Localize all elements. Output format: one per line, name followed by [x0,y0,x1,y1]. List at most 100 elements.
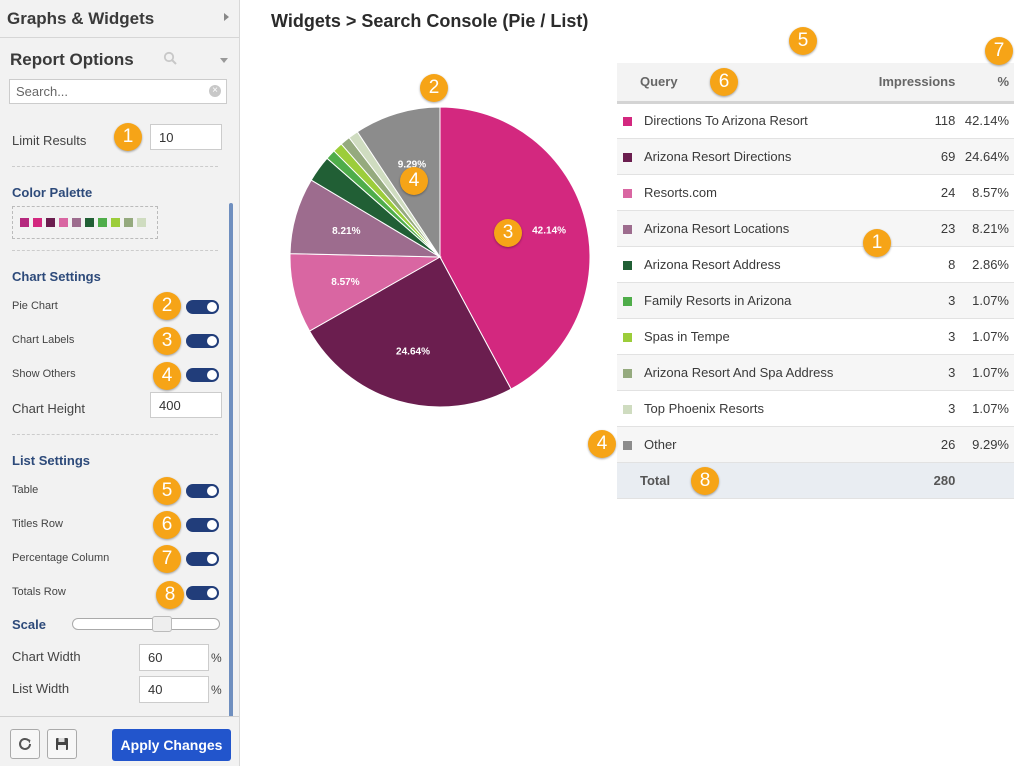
badge-5: 5 [789,27,817,55]
palette-swatch [46,218,55,227]
badge-3: 3 [494,219,522,247]
query-text: Top Phoenix Resorts [644,400,764,416]
impressions-cell: 3 [866,390,958,427]
totals-row-toggle[interactable] [186,586,219,600]
titles-row-label: Titles Row [12,518,63,530]
query-cell: Arizona Resort Locations [617,210,867,247]
impressions-cell: 26 [866,426,958,463]
query-cell: Family Resorts in Arizona [617,282,867,319]
impressions-cell: 3 [866,318,958,355]
sidebar-footer: Apply Changes [0,716,239,766]
chart-width-label: Chart Width [12,649,81,664]
scale-slider-handle[interactable] [152,616,172,632]
titles-row-toggle[interactable] [186,518,219,532]
badge-6: 6 [710,68,738,96]
table-row[interactable]: Arizona Resort Address 8 2.86% [617,246,1014,283]
query-text: Arizona Resort Locations [644,220,790,236]
pie-chart-toggle[interactable] [186,300,219,314]
percent-cell: 1.07% [957,354,1014,391]
chart-labels-toggle[interactable] [186,334,219,348]
table-row[interactable]: Other 26 9.29% [617,426,1014,463]
pie-slice[interactable] [308,256,512,407]
divider [12,166,218,167]
refresh-icon [19,737,31,750]
badge-1: 1 [114,123,142,151]
table-row[interactable]: Spas in Tempe 3 1.07% [617,318,1014,355]
graphs-widgets-header[interactable]: Graphs & Widgets [0,0,239,38]
query-text: Spas in Tempe [644,328,730,344]
show-others-label: Show Others [12,368,76,380]
list-width-unit: % [211,683,222,697]
series-color-swatch [623,368,632,378]
palette-swatch [59,218,68,227]
total-impressions: 280 [866,462,958,499]
pie-chart-label: Pie Chart [12,300,58,312]
table-row[interactable]: Directions To Arizona Resort 118 42.14% [617,102,1014,139]
limit-results-input[interactable] [150,124,222,150]
color-palette[interactable] [12,206,158,239]
list-width-input[interactable] [139,676,209,703]
show-others-toggle[interactable] [186,368,219,382]
clear-icon[interactable]: × [209,85,221,97]
palette-swatch [33,218,42,227]
impressions-cell: 69 [866,138,958,175]
sidebar: Graphs & Widgets Report Options × Limit … [0,0,240,766]
palette-swatch [111,218,120,227]
report-options-panel: Report Options × [0,39,239,111]
table-row[interactable]: Top Phoenix Resorts 3 1.07% [617,390,1014,427]
total-percent [957,462,1014,499]
percent-cell: 8.21% [957,210,1014,247]
badge-3: 3 [153,327,181,355]
series-color-swatch [623,260,632,270]
search-input[interactable] [9,79,227,104]
chart-height-label: Chart Height [12,401,85,416]
palette-swatch [85,218,94,227]
report-options-title: Report Options [10,50,134,69]
percentage-column-toggle[interactable] [186,552,219,566]
impressions-column-header[interactable]: Impressions [866,63,958,104]
table-row[interactable]: Arizona Resort And Spa Address 3 1.07% [617,354,1014,391]
chart-settings-title: Chart Settings [12,269,101,284]
badge-7: 7 [985,37,1013,65]
table-row[interactable]: Resorts.com 24 8.57% [617,174,1014,211]
limit-results-label: Limit Results [12,133,87,148]
percent-cell: 1.07% [957,282,1014,319]
query-text: Other [644,436,677,452]
percent-cell: 8.57% [957,174,1014,211]
table-toggle[interactable] [186,484,219,498]
badge-5: 5 [153,477,181,505]
query-cell: Arizona Resort Address [617,246,867,283]
chart-width-input[interactable] [139,644,209,671]
pie-chart: 42.14% 24.64% 8.57% 8.21% 9.29% [290,107,590,407]
save-button[interactable] [47,729,77,759]
query-column-header[interactable]: Query [617,63,867,104]
list-width-label: List Width [12,681,70,696]
list-settings-title: List Settings [12,453,91,468]
table-row[interactable]: Arizona Resort Locations 23 8.21% [617,210,1014,247]
table-row[interactable]: Family Resorts in Arizona 3 1.07% [617,282,1014,319]
chevron-down-icon[interactable] [220,58,228,63]
apply-changes-button[interactable]: Apply Changes [112,729,231,761]
divider [12,434,218,435]
sidebar-scrollbar[interactable] [229,203,233,758]
percent-cell: 2.86% [957,246,1014,283]
percent-cell: 1.07% [957,390,1014,427]
percent-cell: 42.14% [957,102,1014,139]
pie-slice-label: 42.14% [532,226,566,237]
pie-slice[interactable] [356,107,441,259]
table-row[interactable]: Arizona Resort Directions 69 24.64% [617,138,1014,175]
query-cell: Directions To Arizona Resort [617,102,867,139]
percent-cell: 1.07% [957,318,1014,355]
query-text: Arizona Resort And Spa Address [644,364,834,380]
scale-slider[interactable] [72,616,220,632]
impressions-cell: 3 [866,282,958,319]
impressions-cell: 24 [866,174,958,211]
refresh-button[interactable] [10,729,40,759]
pie-slice[interactable] [439,107,590,390]
query-cell: Arizona Resort And Spa Address [617,354,867,391]
series-color-swatch [623,117,632,126]
percent-column-header[interactable]: % [957,63,1014,104]
chevron-right-icon[interactable] [224,13,229,21]
chart-height-input[interactable] [150,392,222,418]
search-icon[interactable] [163,51,177,65]
